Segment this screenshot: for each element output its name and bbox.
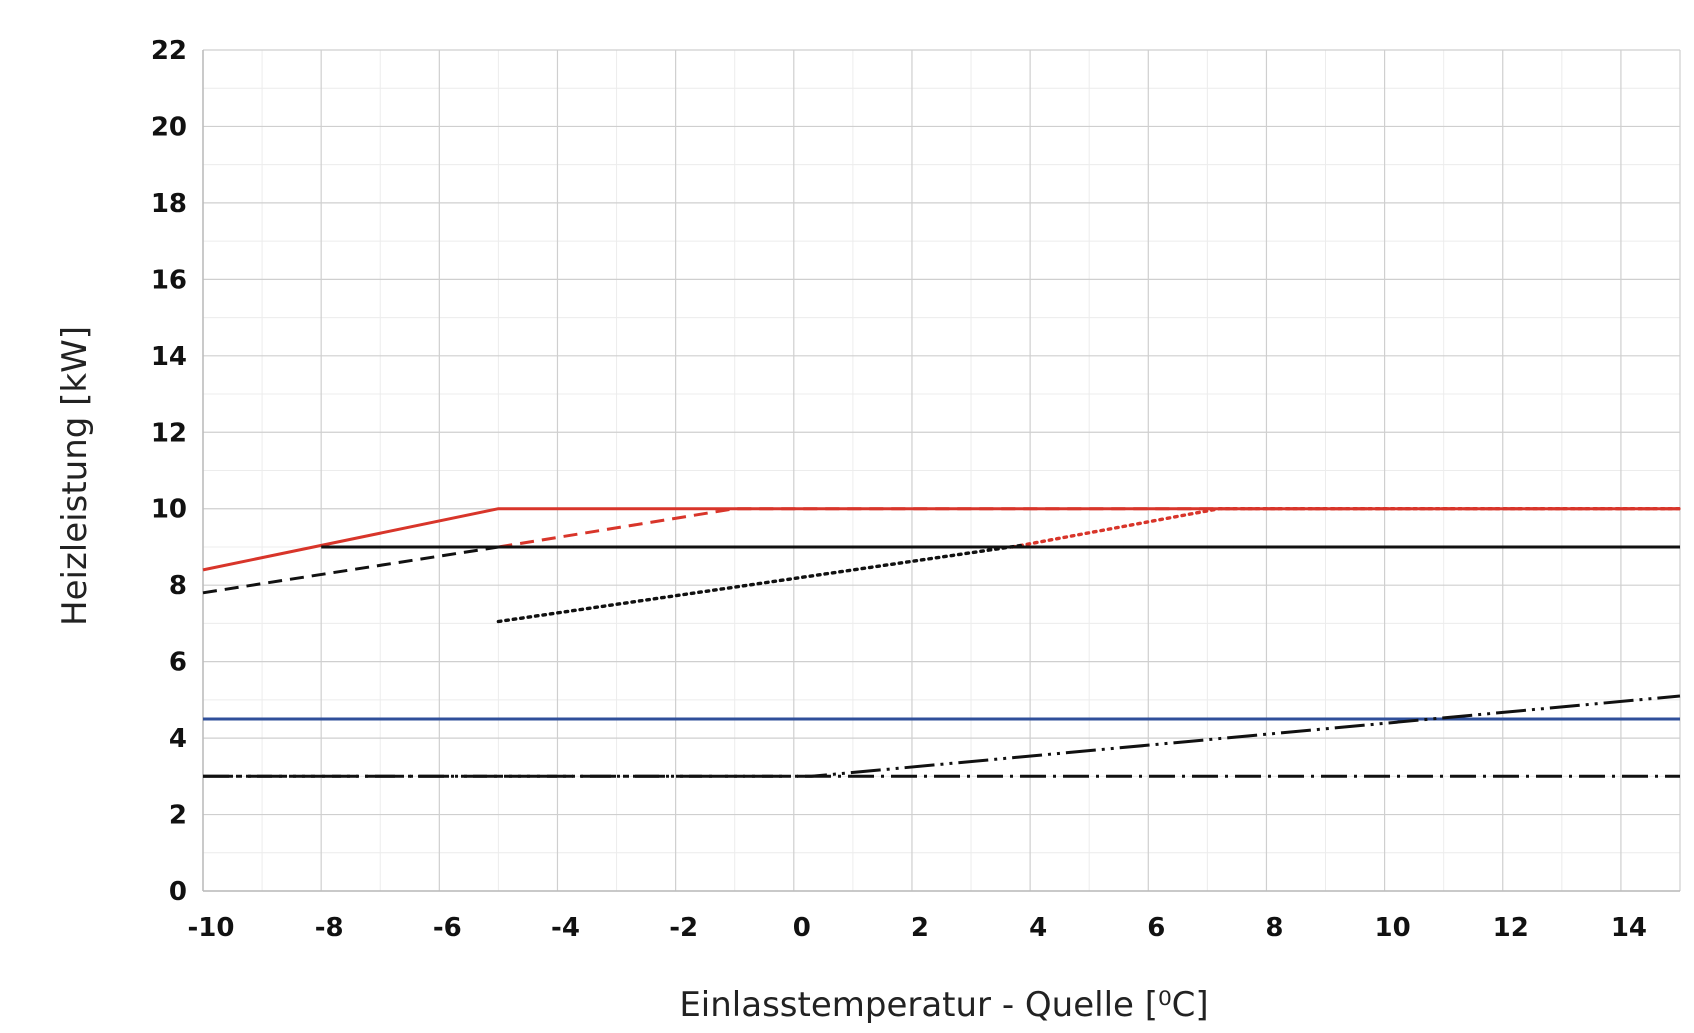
x-tick-label: -6 bbox=[433, 913, 462, 943]
x-tick-label: 4 bbox=[1029, 913, 1047, 943]
x-tick-label: -10 bbox=[188, 913, 235, 943]
y-tick-label: 16 bbox=[151, 265, 187, 295]
series-line-1 bbox=[202, 507, 1680, 572]
x-tick-label: 12 bbox=[1493, 913, 1529, 943]
y-tick-label: 18 bbox=[151, 189, 187, 219]
y-axis-title: Heizleistung [kW] bbox=[55, 326, 95, 626]
y-tick-label: 12 bbox=[151, 418, 187, 448]
y-tick-label: 6 bbox=[169, 648, 187, 678]
y-tick-label: 20 bbox=[151, 112, 187, 142]
x-tick-label: 14 bbox=[1611, 913, 1647, 943]
series-line-6 bbox=[496, 543, 1026, 624]
x-tick-label: 8 bbox=[1265, 913, 1283, 943]
x-tick-label: 0 bbox=[793, 913, 811, 943]
x-tick-label: -8 bbox=[315, 913, 344, 943]
series-line-3 bbox=[1010, 507, 1682, 549]
x-tick-label: 2 bbox=[911, 913, 929, 943]
y-tick-label: 8 bbox=[169, 571, 187, 601]
x-tick-label: 6 bbox=[1147, 913, 1165, 943]
x-axis-title: Einlasstemperatur - Quelle [⁰C] bbox=[679, 985, 1208, 1025]
x-tick-label: 10 bbox=[1375, 913, 1411, 943]
axes bbox=[202, 50, 1680, 892]
x-tick-label: -4 bbox=[551, 913, 580, 943]
tick-labels: -10 -8 -6 -4 -2 0 2 4 6 8 10 12 14 0 2 4 6 8 10 12 14 16 18 20 2… bbox=[151, 36, 1647, 943]
series-lines bbox=[202, 507, 1682, 778]
x-tick-label: -2 bbox=[669, 913, 698, 943]
series-line-9 bbox=[203, 694, 1681, 778]
y-tick-label: 14 bbox=[151, 342, 187, 372]
y-tick-label: 4 bbox=[169, 724, 187, 754]
y-tick-label: 0 bbox=[169, 877, 187, 907]
y-tick-label: 22 bbox=[151, 36, 187, 66]
y-tick-label: 2 bbox=[169, 801, 187, 831]
y-tick-label: 10 bbox=[151, 495, 187, 525]
series-line-5 bbox=[202, 545, 1680, 595]
